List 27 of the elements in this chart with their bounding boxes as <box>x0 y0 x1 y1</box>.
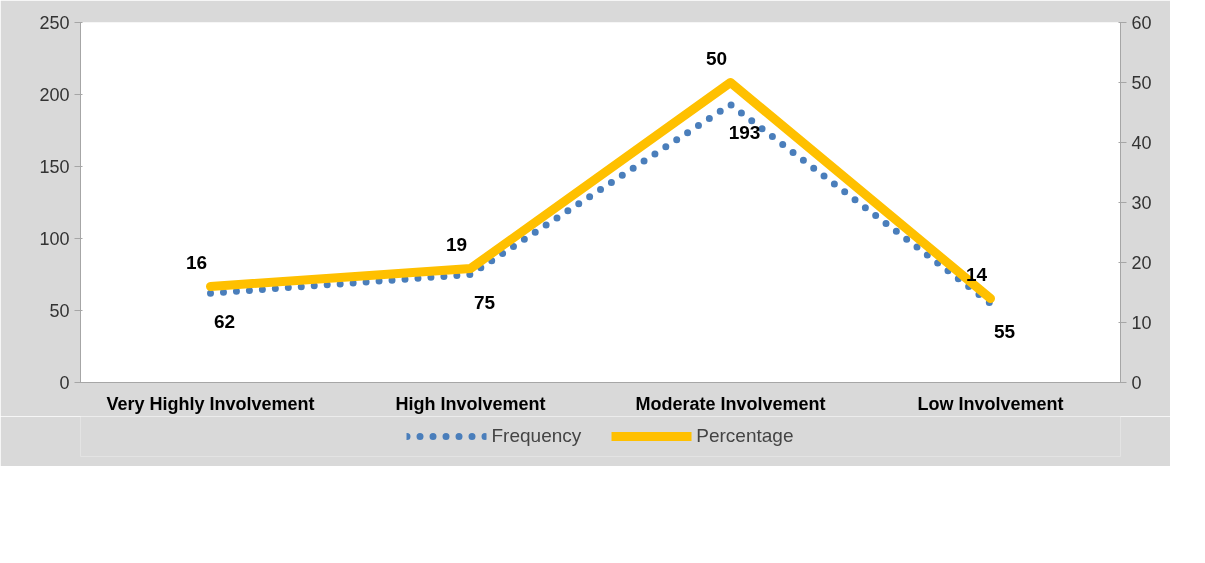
x-tick-label: Moderate Involvement <box>635 393 826 414</box>
data-label: 14 <box>965 263 988 285</box>
data-label: 55 <box>993 320 1016 342</box>
y2-tick-label: 30 <box>1131 193 1152 213</box>
y2-tick-label: 0 <box>1131 373 1142 393</box>
x-tick-label: Low Involvement <box>917 393 1064 414</box>
data-label: 16 <box>185 251 208 273</box>
y-tick-label: 0 <box>59 373 70 393</box>
y-tick-label: 100 <box>39 229 70 249</box>
y-tick-label: 150 <box>39 157 70 177</box>
data-label: 75 <box>473 292 496 313</box>
y-tick-label: 250 <box>39 13 70 33</box>
y-tick-label: 200 <box>39 85 70 105</box>
y2-tick-label: 50 <box>1131 73 1152 93</box>
data-label: 50 <box>705 47 728 69</box>
y2-tick-label: 40 <box>1131 133 1152 153</box>
x-tick-label: High Involvement <box>395 393 546 414</box>
data-label: 62 <box>213 310 236 332</box>
y2-tick-label: 60 <box>1131 13 1152 33</box>
data-label: 193 <box>728 122 761 144</box>
y2-tick-label: 20 <box>1131 253 1152 273</box>
legend-label: Percentage <box>696 425 794 447</box>
y2-tick-label: 10 <box>1131 313 1152 333</box>
x-tick-label: Very Highly Involvement <box>106 393 315 414</box>
y-tick-label: 50 <box>49 301 70 321</box>
data-label: 19 <box>445 233 468 255</box>
legend-label: Frequency <box>491 425 582 447</box>
